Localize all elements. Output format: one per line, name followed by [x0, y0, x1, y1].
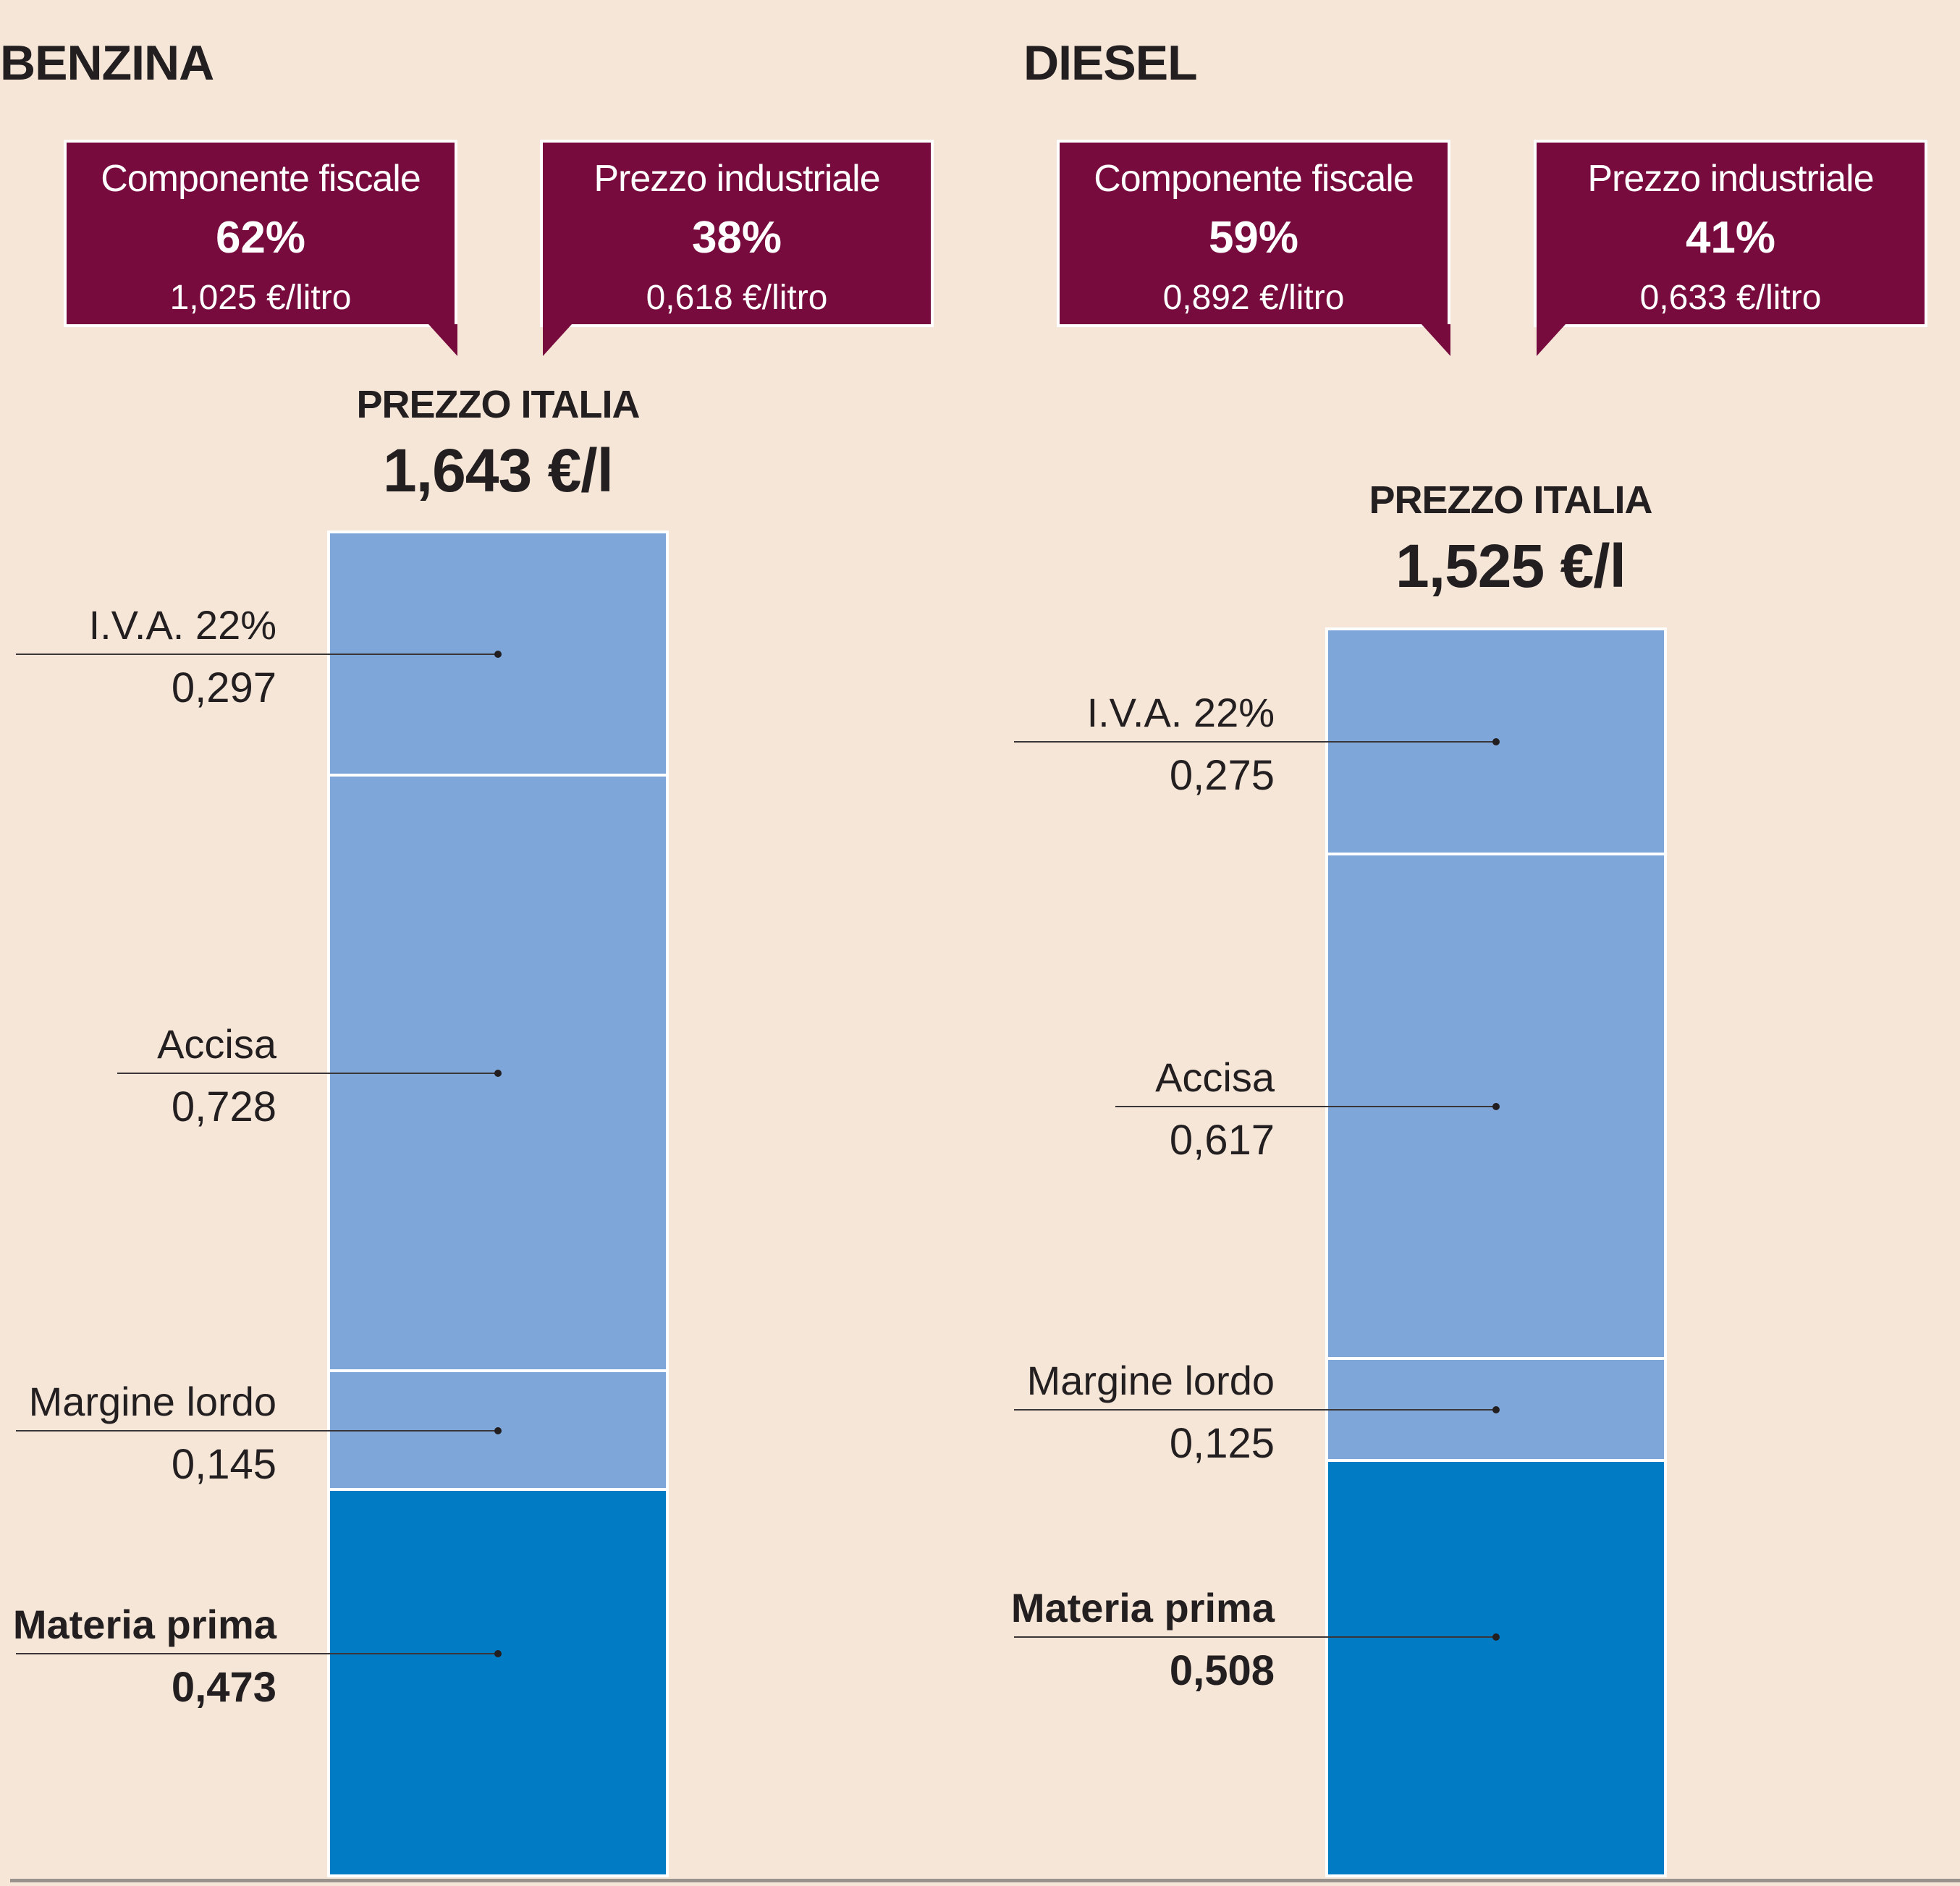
segment-label: Materia prima	[1010, 1585, 1275, 1631]
callout-per-litre: 1,025 €/litro	[169, 279, 352, 317]
stacked-bar-benzina	[327, 530, 669, 1877]
segment-label: I.V.A. 22%	[1086, 690, 1275, 736]
callout-per-litre: 0,618 €/litro	[646, 279, 828, 317]
segment-label: I.V.A. 22%	[88, 602, 276, 648]
segment-label: Materia prima	[12, 1601, 276, 1647]
leader-line	[1014, 1636, 1496, 1638]
callout-per-litre: 0,892 €/litro	[1162, 279, 1345, 317]
segment-value: 0,297	[171, 664, 276, 712]
panel-benzina: BENZINA Componente fiscale 62% 1,025 €/l…	[0, 35, 934, 1877]
panel-diesel: DIESEL Componente fiscale 59% 0,892 €/li…	[980, 0, 1960, 1886]
total-label: PREZZO ITALIA	[1369, 478, 1653, 522]
segment-value: 0,728	[171, 1083, 276, 1131]
callout-prezzo-industriale: Prezzo industriale 41% 0,633 €/litro	[1534, 140, 1927, 327]
bar-segment-materia-prima	[1328, 1461, 1664, 1874]
total-label: PREZZO ITALIA	[356, 383, 641, 426]
leader-dot	[494, 1070, 502, 1078]
leader-line	[1115, 1106, 1496, 1108]
callout-componente-fiscale: Componente fiscale 62% 1,025 €/litro	[64, 140, 457, 327]
leader-line	[16, 1652, 498, 1654]
callout-prezzo-industriale: Prezzo industriale 38% 0,618 €/litro	[540, 140, 934, 327]
panel-title: BENZINA	[0, 35, 214, 90]
segment-label: Accisa	[1155, 1054, 1275, 1101]
total-value: 1,643 €/l	[383, 436, 614, 504]
segment-value: 0,617	[1169, 1117, 1275, 1164]
callout-per-litre: 0,633 €/litro	[1639, 279, 1822, 317]
segment-value: 0,145	[171, 1440, 276, 1488]
callout-percent: 62%	[215, 213, 306, 263]
leader-dot	[494, 651, 502, 659]
leader-dot	[494, 1426, 502, 1434]
leader-dot	[494, 1649, 502, 1657]
segment-value: 0,473	[171, 1663, 276, 1711]
segment-label: Margine lordo	[28, 1378, 276, 1424]
segment-label: Accisa	[157, 1021, 276, 1067]
leader-line	[16, 1429, 498, 1432]
baseline-rule	[10, 1879, 1960, 1882]
callout-componente-fiscale: Componente fiscale 59% 0,892 €/litro	[1057, 140, 1450, 327]
callout-percent: 38%	[691, 213, 782, 263]
callout-pointer	[428, 324, 457, 356]
callout-pointer	[543, 324, 572, 356]
leader-dot	[1492, 738, 1500, 746]
leader-dot	[1492, 1406, 1500, 1414]
callout-label: Prezzo industriale	[594, 158, 880, 200]
callout-label: Componente fiscale	[1094, 158, 1414, 200]
callout-percent: 41%	[1685, 213, 1776, 263]
callout-percent: 59%	[1208, 213, 1299, 263]
segment-value: 0,275	[1169, 752, 1275, 800]
bar-segment-materia-prima	[330, 1490, 666, 1874]
callout-label: Prezzo industriale	[1587, 158, 1874, 200]
stacked-bar-diesel	[1325, 627, 1667, 1877]
leader-line	[1014, 741, 1496, 743]
leader-line	[16, 654, 498, 656]
callout-label: Componente fiscale	[101, 158, 421, 200]
segment-value: 0,125	[1169, 1420, 1275, 1468]
segment-label: Margine lordo	[1026, 1358, 1275, 1404]
leader-line	[1014, 1409, 1496, 1411]
leader-dot	[1492, 1633, 1500, 1641]
leader-line	[117, 1073, 498, 1075]
segment-value: 0,508	[1169, 1647, 1275, 1695]
total-value: 1,525 €/l	[1395, 532, 1626, 600]
callout-pointer	[1537, 324, 1566, 356]
panel-title: DIESEL	[1023, 35, 1198, 90]
callout-pointer	[1422, 324, 1450, 356]
leader-dot	[1492, 1103, 1500, 1111]
